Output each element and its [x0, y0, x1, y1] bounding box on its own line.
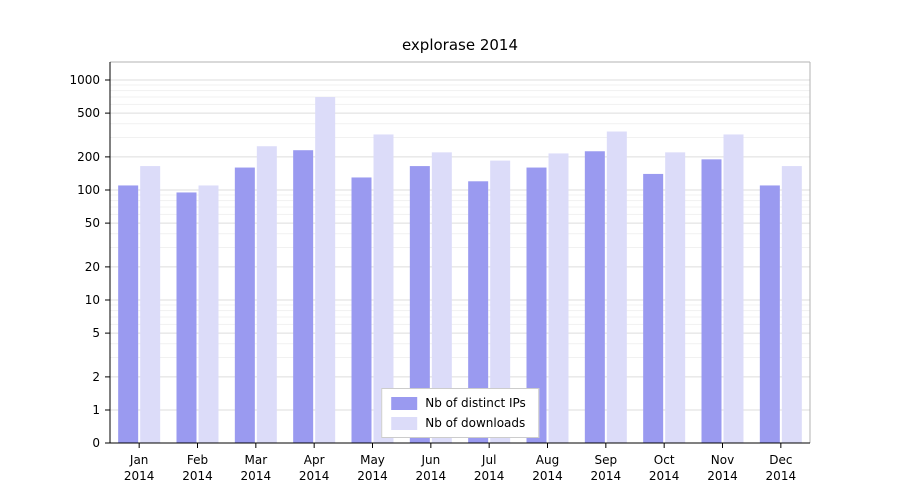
x-tick-label-year: 2014 [299, 469, 330, 483]
x-tick-label-year: 2014 [241, 469, 272, 483]
x-tick-label-month: Oct [654, 453, 675, 467]
x-tick-label-month: May [360, 453, 385, 467]
y-tick-label: 10 [85, 293, 100, 307]
bar-downloads-7 [548, 153, 569, 443]
legend: Nb of distinct IPs Nb of downloads [381, 388, 539, 438]
bar-ips-8 [584, 151, 605, 443]
bar-ips-5 [409, 166, 430, 443]
x-tick-label-month: Dec [769, 453, 792, 467]
bar-ips-6 [468, 181, 489, 443]
y-tick-label: 20 [85, 260, 100, 274]
bar-ips-11 [759, 185, 780, 443]
x-tick-label-month: Aug [536, 453, 559, 467]
x-tick-label-year: 2014 [591, 469, 622, 483]
x-tick-label-year: 2014 [357, 469, 388, 483]
bar-downloads-8 [606, 131, 627, 443]
y-tick-label: 200 [77, 150, 100, 164]
bar-ips-0 [118, 185, 139, 443]
bar-downloads-0 [140, 166, 161, 443]
bar-downloads-4 [373, 134, 394, 443]
bar-ips-2 [234, 167, 255, 443]
y-tick-label: 1000 [69, 73, 100, 87]
bar-ips-3 [293, 150, 314, 443]
x-tick-label-month: Mar [245, 453, 268, 467]
legend-swatch-downloads [391, 416, 418, 430]
bar-downloads-9 [665, 152, 686, 444]
bar-ips-4 [351, 177, 372, 443]
x-tick-label-month: Apr [304, 453, 325, 467]
x-tick-label-year: 2014 [474, 469, 505, 483]
x-tick-label-year: 2014 [766, 469, 797, 483]
bar-downloads-2 [256, 146, 277, 443]
x-tick-label-year: 2014 [416, 469, 447, 483]
x-tick-label-month: Jun [420, 453, 440, 467]
y-tick-label: 500 [77, 106, 100, 120]
bar-downloads-3 [315, 97, 336, 443]
bar-ips-9 [643, 173, 664, 444]
x-tick-label-year: 2014 [532, 469, 563, 483]
x-tick-label-month: Jul [481, 453, 496, 467]
bar-downloads-1 [198, 185, 219, 443]
x-tick-label-year: 2014 [182, 469, 213, 483]
x-tick-label-month: Nov [711, 453, 734, 467]
legend-label-downloads: Nb of downloads [425, 416, 526, 430]
bar-ips-10 [701, 159, 722, 443]
bar-ips-7 [526, 167, 547, 443]
bar-downloads-5 [431, 152, 452, 444]
legend-label-ips: Nb of distinct IPs [425, 396, 526, 410]
legend-item-ips: Nb of distinct IPs [391, 396, 526, 410]
legend-swatch-ips [391, 396, 418, 410]
legend-item-downloads: Nb of downloads [391, 416, 526, 430]
x-tick-label-month: Feb [187, 453, 208, 467]
y-tick-label: 1 [92, 403, 100, 417]
bar-downloads-11 [781, 166, 802, 443]
x-tick-label-year: 2014 [124, 469, 155, 483]
y-tick-label: 50 [85, 216, 100, 230]
bar-ips-1 [176, 192, 197, 443]
x-tick-label-year: 2014 [707, 469, 738, 483]
x-tick-label-month: Jan [129, 453, 149, 467]
bar-downloads-10 [723, 134, 744, 443]
x-tick-label-month: Sep [595, 453, 618, 467]
bar-downloads-6 [490, 160, 511, 443]
y-tick-label: 2 [92, 370, 100, 384]
y-tick-label: 0 [92, 436, 100, 450]
x-tick-label-year: 2014 [649, 469, 680, 483]
y-tick-label: 5 [92, 326, 100, 340]
chart-title: explorase 2014 [401, 36, 519, 54]
y-tick-label: 100 [77, 183, 100, 197]
